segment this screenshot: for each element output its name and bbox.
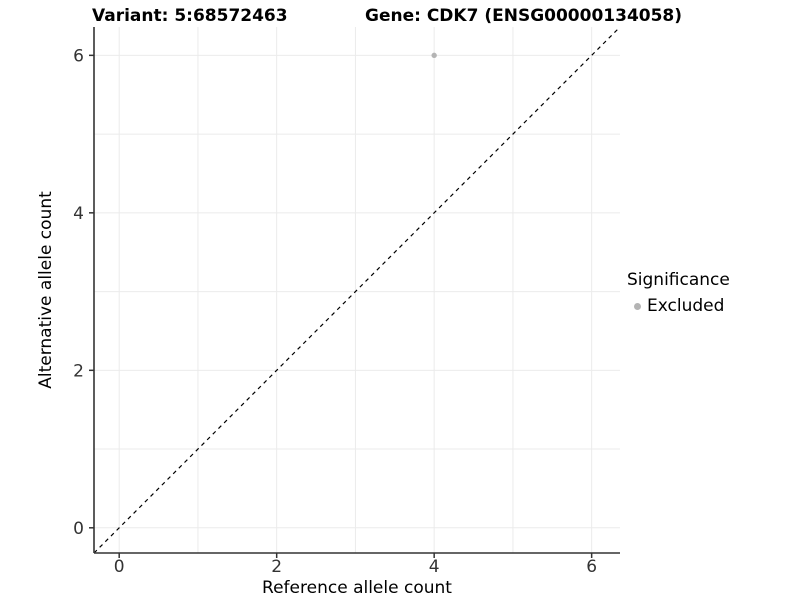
x-tick-label: 4 [429,557,440,577]
y-tick-label: 0 [73,519,84,539]
y-tick-label: 4 [73,204,84,224]
legend-item-excluded: Excluded [627,296,730,316]
x-tick-label: 6 [586,557,597,577]
x-axis-title: Reference allele count [262,578,452,598]
plot-title-gene: Gene: CDK7 (ENSG00000134058) [365,6,683,26]
data-point [431,52,437,59]
legend-point-icon [634,302,641,310]
x-tick-label: 2 [271,557,282,577]
legend: Significance Excluded [627,270,730,316]
y-tick-label: 6 [73,46,84,66]
plot-title-variant: Variant: 5:68572463 [92,6,288,26]
x-tick-label: 0 [114,557,125,577]
identity-dashed-line [93,26,621,554]
y-tick-label: 2 [73,361,84,381]
legend-title: Significance [627,270,730,290]
legend-item-label: Excluded [647,296,725,316]
y-axis-title: Alternative allele count [36,191,56,389]
